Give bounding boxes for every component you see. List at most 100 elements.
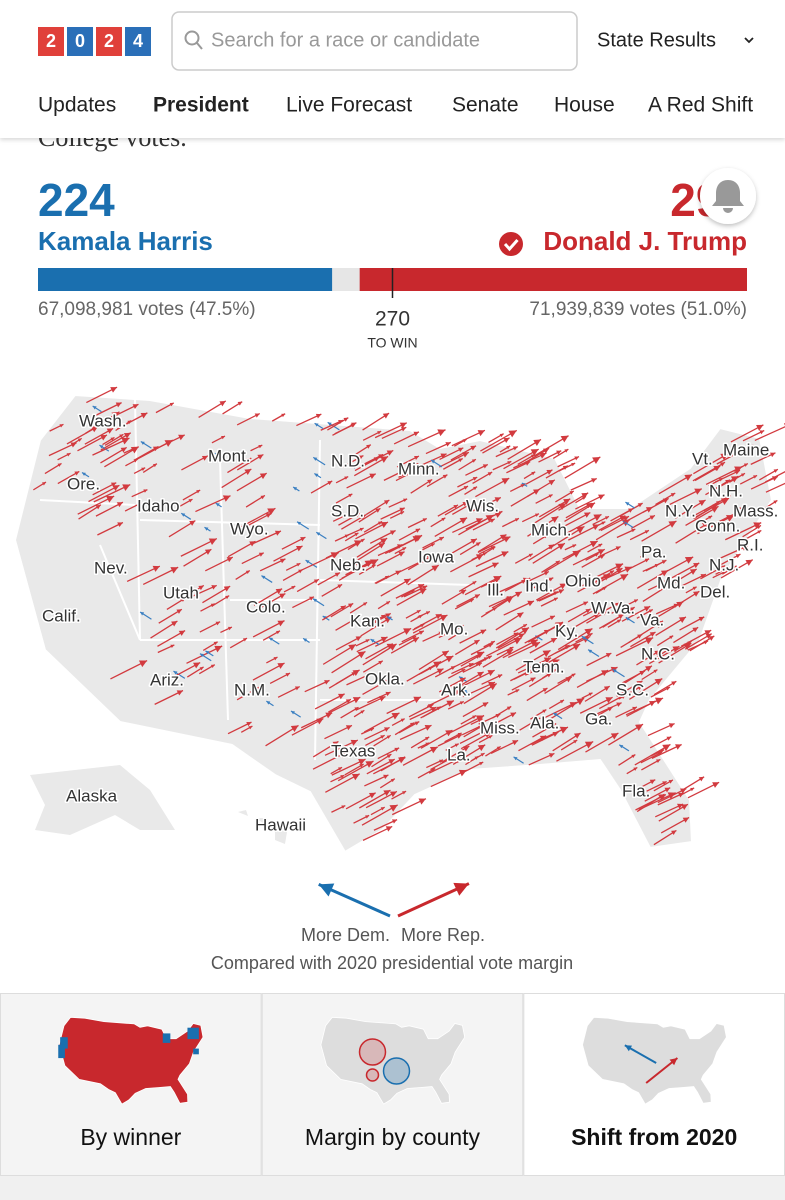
- shift-arrow-head: [632, 706, 637, 711]
- shift-arrow-head: [290, 725, 299, 733]
- shift-arrow-head: [530, 677, 536, 683]
- shift-arrow-head: [457, 732, 462, 737]
- shift-arrow-head: [399, 422, 407, 429]
- shift-arrow-head: [204, 549, 212, 555]
- nav-tab[interactable]: House: [554, 94, 615, 117]
- shift-arrow-head: [358, 758, 366, 766]
- shift-arrow-head: [649, 779, 656, 785]
- shift-arrow-head: [439, 615, 448, 622]
- shift-arrow-head: [418, 798, 426, 805]
- shift-arrow-head: [410, 471, 415, 475]
- shift-arrow-head: [459, 517, 468, 524]
- shift-arrow-head: [378, 543, 385, 549]
- tab-label[interactable]: By winner: [80, 1124, 181, 1150]
- shift-arrow-head: [460, 589, 467, 595]
- search-placeholder[interactable]: Search for a race or candidate: [211, 29, 480, 51]
- shift-arrow-head: [453, 504, 458, 509]
- shift-arrow-head: [327, 422, 332, 426]
- notification-bell[interactable]: [700, 168, 756, 224]
- shift-arrow-head: [588, 633, 593, 637]
- shift-arrow-head: [385, 613, 391, 618]
- shift-arrow-head: [610, 733, 619, 740]
- nav-tab[interactable]: A Red Shift: [648, 94, 753, 117]
- shift-arrow-head: [592, 456, 601, 465]
- harris-bar: [38, 268, 333, 291]
- shift-arrow-head: [440, 453, 447, 459]
- nav-tab[interactable]: Live Forecast: [286, 94, 412, 117]
- state-label: La.: [447, 745, 471, 764]
- shift-arrow-head: [365, 639, 370, 643]
- nav-tab[interactable]: Updates: [38, 94, 116, 117]
- shift-arrow-head: [475, 518, 483, 524]
- us-outline: [13, 393, 774, 854]
- state-label: Mass.: [733, 501, 778, 520]
- shift-arrow-head: [698, 500, 706, 506]
- shift-arrow-head: [745, 559, 753, 566]
- shift-arrow-head: [654, 650, 660, 656]
- shift-arrow-head: [313, 579, 319, 584]
- view-tab[interactable]: By winner: [0, 993, 262, 1176]
- shift-arrow-head: [314, 423, 319, 427]
- shift-arrow-head: [338, 767, 343, 771]
- shift-arrow-head: [591, 478, 597, 483]
- shift-arrow-head: [355, 636, 362, 642]
- shift-arrow-head: [564, 645, 570, 650]
- shift-arrow-head: [548, 479, 555, 486]
- shift-arrow-head: [574, 456, 580, 461]
- alaska-outline: [30, 765, 175, 835]
- shift-arrow-head: [380, 735, 385, 739]
- tab-label[interactable]: Shift from 2020: [571, 1124, 737, 1150]
- shift-arrow-head: [279, 593, 286, 599]
- nav-tab[interactable]: Senate: [452, 94, 519, 117]
- nav-tab[interactable]: President: [153, 94, 249, 117]
- shift-arrow-head: [507, 461, 512, 465]
- shift-arrow-head: [520, 484, 525, 488]
- view-tab[interactable]: Margin by county: [261, 993, 524, 1176]
- search-box[interactable]: Search for a race or candidate: [171, 11, 578, 71]
- view-tab[interactable]: Shift from 2020: [523, 993, 785, 1176]
- shift-arrow-head: [198, 585, 204, 591]
- shift-arrow-head: [366, 444, 371, 449]
- shift-arrow-head: [325, 712, 333, 719]
- shift-arrow-head: [110, 387, 118, 393]
- shift-arrow-head: [679, 788, 687, 794]
- shift-arrow-head: [631, 528, 636, 533]
- shift-arrow-head: [510, 712, 517, 718]
- shift-arrow-head: [475, 655, 481, 659]
- logo-box: [38, 27, 64, 56]
- shift-arrow-head: [351, 422, 357, 428]
- shift-arrow-head: [425, 742, 430, 746]
- shift-arrow-head: [237, 401, 243, 406]
- shift-arrow-head: [90, 426, 99, 433]
- state-border: [99, 544, 141, 641]
- shift-arrow-head: [418, 630, 424, 635]
- tab-label[interactable]: Margin by county: [305, 1124, 481, 1150]
- state-results-menu[interactable]: State Results: [597, 29, 754, 51]
- state-border: [139, 519, 321, 526]
- state-label: Ore.: [67, 474, 100, 493]
- state-label: Ky.: [555, 621, 578, 640]
- shift-arrow-head: [719, 565, 726, 571]
- shift-arrow-head: [668, 521, 677, 528]
- shift-arrow-head: [178, 630, 186, 636]
- shift-arrow-head: [399, 507, 405, 513]
- shift-arrow-head: [359, 527, 364, 532]
- state-label: R.I.: [737, 535, 763, 554]
- shift-arrow-head: [619, 744, 624, 749]
- shift-arrow-head: [387, 616, 392, 620]
- shift-arrow-head: [355, 513, 361, 518]
- shift-arrow-head: [365, 761, 374, 768]
- state-results-label[interactable]: State Results: [597, 29, 716, 51]
- shift-arrow-head: [483, 657, 488, 661]
- shift-arrow-head: [663, 580, 669, 585]
- state-border: [134, 399, 141, 641]
- shift-arrow-head: [445, 442, 451, 447]
- shift-arrow-head: [462, 439, 467, 443]
- shift-arrow-head: [756, 525, 761, 530]
- search-field[interactable]: [171, 11, 578, 71]
- shift-arrow-head: [743, 463, 748, 467]
- shift-arrow-head: [152, 565, 160, 572]
- shift-arrow-head: [330, 552, 339, 560]
- shift-arrow-head: [318, 883, 335, 897]
- shift-arrow-head: [337, 693, 345, 700]
